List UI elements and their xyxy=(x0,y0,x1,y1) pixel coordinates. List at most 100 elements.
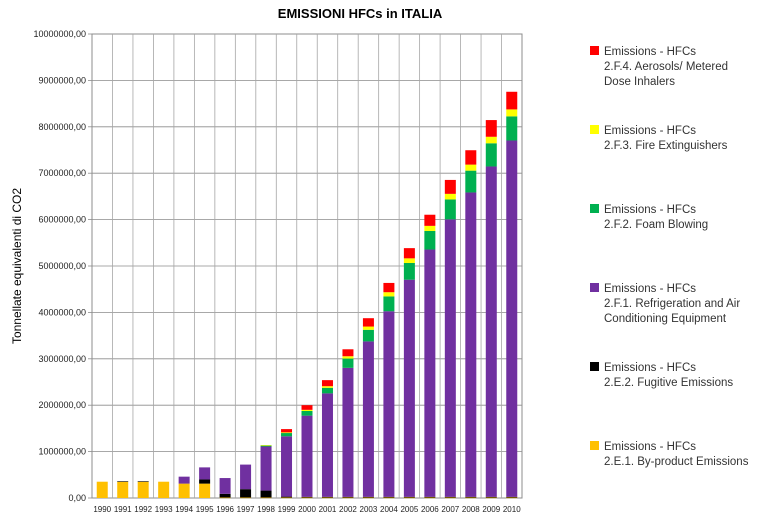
x-tick-label: 1991 xyxy=(114,505,132,514)
bar-segment-1995-s2 xyxy=(199,467,211,480)
bar-segment-2000-s1 xyxy=(301,496,313,498)
legend-label-line: Emissions - HFCs xyxy=(604,441,696,453)
bar-segment-1997-s1 xyxy=(240,489,252,498)
bar-segment-2006-s1 xyxy=(424,496,436,498)
legend-label-line: 2.F.4. Aerosols/ Metered xyxy=(604,61,728,73)
bar-segment-2007-s3 xyxy=(444,199,456,220)
bar-segment-2004-s4 xyxy=(383,292,395,297)
bar-segment-2010-s5 xyxy=(506,91,518,110)
legend-label-line: Emissions - HFCs xyxy=(604,125,696,137)
bar-segment-2002-s4 xyxy=(342,356,354,359)
bar-segment-2005-s4 xyxy=(403,258,415,263)
bar-segment-1999-s2 xyxy=(281,436,293,497)
y-tick-label: 10000000,00 xyxy=(33,29,86,39)
legend-label-line: 2.E.1. By-product Emissions xyxy=(604,456,749,468)
bar-segment-1990-s0 xyxy=(96,481,108,498)
x-tick-label: 2006 xyxy=(421,505,439,514)
y-tick-label: 5000000,00 xyxy=(38,261,86,271)
x-tick-label: 1993 xyxy=(155,505,173,514)
bar-segment-2007-s0 xyxy=(444,497,456,499)
bar-segment-1995-s1 xyxy=(199,479,211,484)
x-tick-label: 2001 xyxy=(319,505,337,514)
bar-segment-1999-s5 xyxy=(281,429,293,433)
bar-segment-2008-s1 xyxy=(465,496,477,498)
bar-segment-2001-s5 xyxy=(321,380,333,387)
bar-segment-1998-s1 xyxy=(260,490,272,498)
bar-segment-2008-s3 xyxy=(465,170,477,193)
bar-segment-2005-s3 xyxy=(403,262,415,280)
bar-segment-2004-s5 xyxy=(383,282,395,293)
bar-segment-2002-s5 xyxy=(342,349,354,357)
bar-segment-2001-s2 xyxy=(321,393,333,497)
bar-segment-2009-s0 xyxy=(485,497,497,499)
bar-segment-2010-s0 xyxy=(506,497,518,499)
chart-title: EMISSIONI HFCs in ITALIA xyxy=(278,6,443,21)
bar-segment-1992-s1 xyxy=(137,481,149,482)
y-tick-label: 7000000,00 xyxy=(38,168,86,178)
bar-segment-2007-s2 xyxy=(444,219,456,497)
x-tick-label: 2007 xyxy=(441,505,459,514)
bar-segment-2003-s4 xyxy=(362,326,374,330)
x-tick-label: 1990 xyxy=(93,505,111,514)
legend-label-line: 2.E.2. Fugitive Emissions xyxy=(604,377,733,389)
legend-item: Emissions - HFCs 2.F.2. Foam Blowing xyxy=(590,204,708,231)
legend-label-line: Emissions - HFCs xyxy=(604,362,696,374)
bar-segment-2003-s1 xyxy=(362,496,374,498)
bar-segment-1996-s1 xyxy=(219,493,231,498)
y-axis-ticks: 0,00 1000000,00 2000000,00 3000000,00 400000… xyxy=(33,29,92,503)
bars xyxy=(96,91,518,499)
bar-segment-1996-s2 xyxy=(219,478,231,494)
x-tick-label: 2002 xyxy=(339,505,357,514)
bar-segment-2002-s2 xyxy=(342,367,354,497)
bar-segment-2009-s1 xyxy=(485,496,497,498)
bar-segment-2010-s2 xyxy=(506,140,518,497)
bar-segment-2000-s5 xyxy=(301,405,313,410)
y-tick-label: 4000000,00 xyxy=(38,307,86,317)
y-tick-label: 9000000,00 xyxy=(38,75,86,85)
bar-segment-1998-s2 xyxy=(260,446,272,491)
bar-segment-2005-s1 xyxy=(403,496,415,498)
bar-segment-1997-s2 xyxy=(240,464,252,490)
bar-segment-1994-s0 xyxy=(178,483,190,498)
bar-segment-2006-s3 xyxy=(424,230,436,250)
legend-label-line: Conditioning Equipment xyxy=(604,313,727,325)
x-tick-label: 1999 xyxy=(278,505,296,514)
legend-swatch xyxy=(590,125,599,134)
bar-segment-1991-s1 xyxy=(117,481,129,482)
y-tick-label: 8000000,00 xyxy=(38,122,86,132)
x-axis-ticks: 1990 1991 1992 1993 1994 1995 1996 1997 1998 1999… xyxy=(93,505,521,514)
legend-item: Emissions - HFCs 2.E.1. By-product Emissi… xyxy=(590,441,749,468)
bar-segment-2001-s3 xyxy=(321,387,333,394)
bar-segment-2010-s4 xyxy=(506,109,518,117)
bar-segment-2002-s0 xyxy=(342,497,354,499)
bar-segment-2000-s4 xyxy=(301,409,313,411)
legend-label-line: 2.F.2. Foam Blowing xyxy=(604,219,708,231)
legend-swatch xyxy=(590,362,599,371)
bar-segment-2003-s3 xyxy=(362,329,374,342)
bar-segment-2005-s2 xyxy=(403,279,415,497)
bar-segment-1998-s3 xyxy=(260,445,272,447)
bar-segment-1992-s0 xyxy=(137,481,149,498)
bar-segment-2002-s3 xyxy=(342,358,354,368)
bar-segment-1999-s4 xyxy=(281,432,293,434)
x-tick-label: 1998 xyxy=(257,505,275,514)
bar-segment-1999-s1 xyxy=(281,496,293,498)
bar-segment-2008-s2 xyxy=(465,192,477,497)
bar-segment-2004-s1 xyxy=(383,496,395,498)
bar-segment-2009-s3 xyxy=(485,143,497,167)
y-tick-label: 3000000,00 xyxy=(38,354,86,364)
legend-label-line: Emissions - HFCs xyxy=(604,204,696,216)
bar-segment-2004-s0 xyxy=(383,497,395,499)
bar-segment-2001-s0 xyxy=(321,497,333,499)
x-tick-label: 1997 xyxy=(237,505,255,514)
bar-segment-2004-s2 xyxy=(383,311,395,497)
legend-item: Emissions - HFCs 2.F.3. Fire Extinguisher… xyxy=(590,125,728,152)
legend-swatch xyxy=(590,204,599,213)
x-tick-label: 2010 xyxy=(503,505,521,514)
bar-segment-2006-s5 xyxy=(424,214,436,226)
legend-item: Emissions - HFCs 2.F.4. Aerosols/ Metered… xyxy=(590,46,728,88)
bar-segment-2008-s5 xyxy=(465,150,477,165)
bar-segment-1994-s2 xyxy=(178,476,190,484)
bar-segment-2002-s1 xyxy=(342,496,354,498)
